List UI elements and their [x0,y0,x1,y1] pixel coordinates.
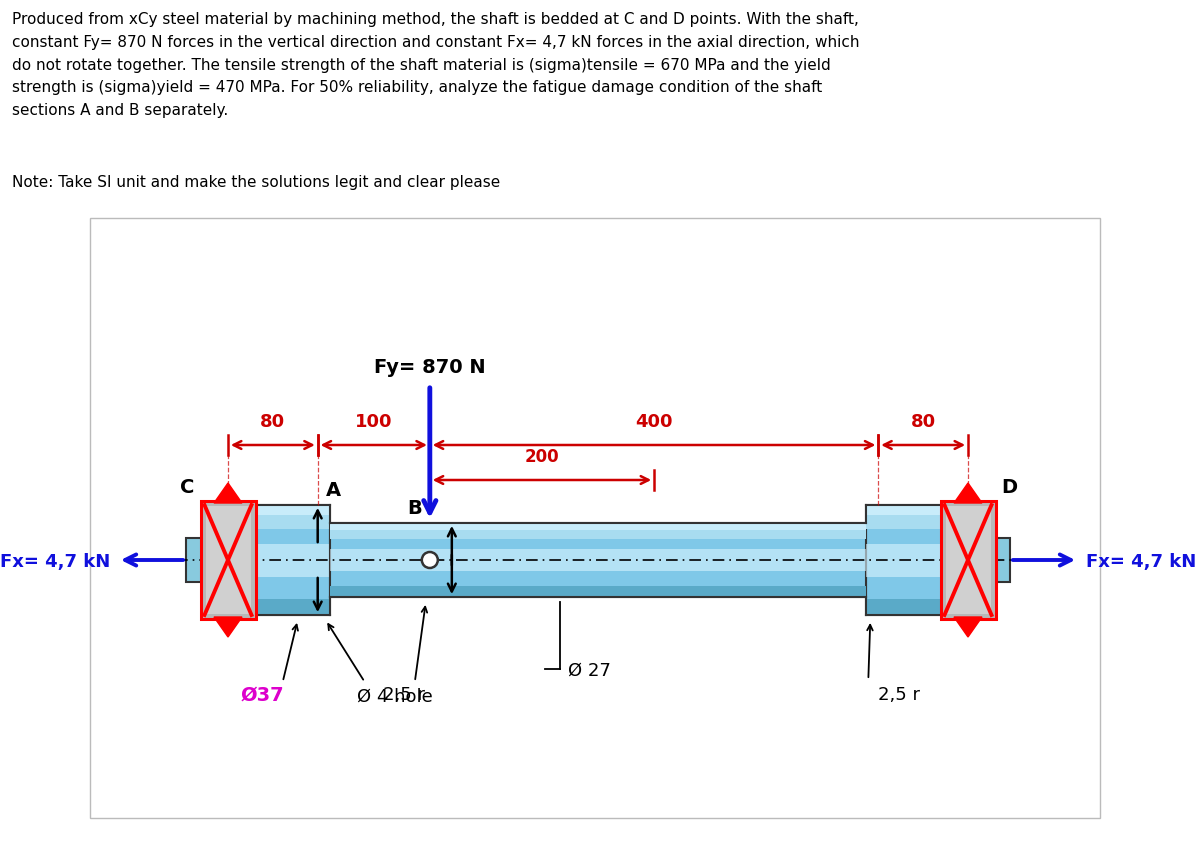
Bar [866,515,973,528]
Text: D: D [1002,478,1018,497]
Bar [330,549,866,571]
Text: 200: 200 [524,448,559,466]
Polygon shape [954,483,982,503]
Text: 100: 100 [355,413,392,431]
Text: A: A [325,481,341,500]
Bar [200,501,256,619]
Bar [930,538,1010,582]
Bar [330,523,866,530]
Text: Fy= 870 N: Fy= 870 N [374,358,486,377]
Bar [866,505,973,615]
Bar [330,530,866,539]
Polygon shape [214,617,242,637]
Bar [223,515,330,528]
Text: Produced from xCy steel material by machining method, the shaft is bedded at C a: Produced from xCy steel material by mach… [12,12,859,118]
Text: Ø 27: Ø 27 [568,662,611,680]
Polygon shape [954,617,982,637]
Text: Ø37: Ø37 [241,685,284,705]
Text: 80: 80 [911,413,936,431]
Text: 2,5 r: 2,5 r [878,686,920,704]
Bar [90,218,1100,818]
Bar [866,598,973,615]
Bar [866,544,973,576]
Bar [866,505,973,515]
Bar [330,586,866,597]
Bar [223,598,330,615]
Bar [223,505,330,515]
Bar [200,501,256,619]
Bar [941,501,996,619]
Text: C: C [180,478,194,497]
Bar [223,505,330,615]
Bar [330,523,866,597]
Text: Fx= 4,7 kN: Fx= 4,7 kN [1086,553,1196,571]
Text: Ø 4 hole: Ø 4 hole [356,688,433,706]
Bar [941,501,996,619]
Bar [205,506,251,614]
Bar [946,506,990,614]
Text: 80: 80 [260,413,286,431]
Polygon shape [214,483,242,503]
Circle shape [422,552,438,568]
Text: 2,5 r: 2,5 r [383,686,425,704]
Text: B: B [407,499,422,518]
Bar [223,544,330,576]
Text: Fx= 4,7 kN: Fx= 4,7 kN [0,553,110,571]
Text: 400: 400 [635,413,673,431]
Bar [186,538,266,582]
Text: Note: Take SI unit and make the solutions legit and clear please: Note: Take SI unit and make the solution… [12,175,500,190]
